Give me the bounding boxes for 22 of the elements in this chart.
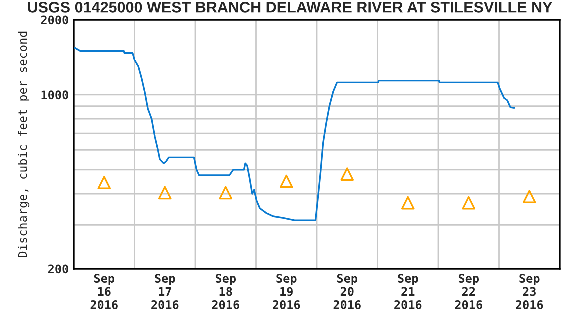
x-tick-label: Sep 20 2016 [334, 274, 361, 310]
x-tick-label: Sep 22 2016 [455, 274, 482, 310]
x-tick-label: Sep 16 2016 [90, 274, 118, 310]
point [522, 190, 536, 204]
chart-title: USGS 01425000 WEST BRANCH DELAWARE RIVER AT STILESVILLE NY [28, 2, 553, 13]
x-tick-label: Sep 18 2016 [212, 274, 240, 310]
point [219, 186, 233, 200]
y-tick-label: 1000 [42, 90, 68, 100]
x-tick-label: Sep 17 2016 [152, 274, 179, 310]
point [280, 174, 294, 188]
y-tick-label: 2000 [41, 16, 68, 25]
point [401, 196, 415, 210]
point [340, 168, 354, 181]
point [462, 196, 476, 210]
x-tick-label: Sep 21 2016 [394, 274, 422, 310]
line-series [74, 47, 516, 222]
x-tick-label: Sep 19 2016 [273, 274, 300, 310]
x-tick-label: Sep 23 2016 [516, 274, 544, 310]
point [158, 186, 172, 200]
y-tick-label: 200 [48, 264, 68, 274]
y-axis-title: Discharge, cubic feet per second [18, 32, 30, 258]
point [98, 176, 112, 190]
